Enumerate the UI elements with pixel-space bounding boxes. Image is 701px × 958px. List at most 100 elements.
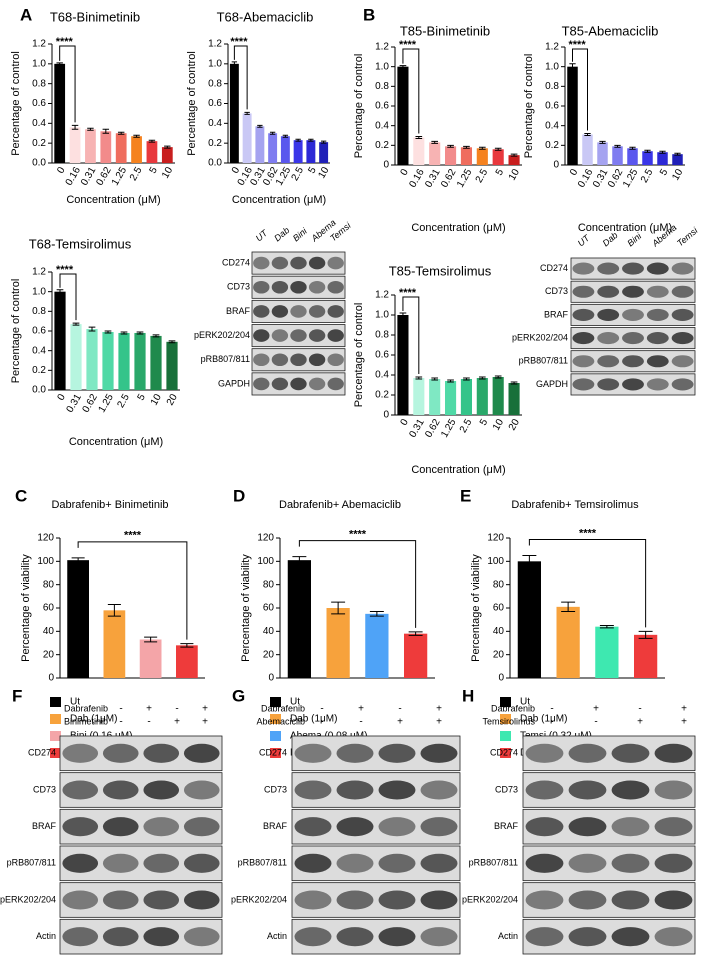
x-axis-label: Concentration (μM): [66, 194, 160, 206]
error-bar: [102, 128, 110, 134]
blot-row-label: BRAF: [226, 306, 251, 316]
bar: [597, 142, 608, 165]
significance-label: ****: [349, 529, 367, 541]
x-tick-label: 10: [670, 167, 685, 183]
legend-label: Ut: [520, 697, 530, 708]
blot-band: [308, 256, 326, 270]
error-bar: [415, 376, 423, 380]
chart-title: T68-Binimetinib: [50, 9, 140, 24]
blot-band: [336, 780, 374, 800]
blot-band: [253, 353, 270, 367]
x-tick-label: 5: [478, 417, 491, 428]
error-bar: [415, 135, 423, 139]
blot-row-label: Actin: [498, 931, 518, 941]
y-tick-label: 0: [383, 410, 389, 421]
error-bar: [104, 330, 112, 334]
error-bar: [463, 145, 470, 149]
y-tick-label: 0.8: [375, 330, 389, 341]
y-tick-label: 0: [498, 673, 504, 684]
blot-band: [622, 378, 644, 391]
blot-band: [611, 817, 650, 837]
y-tick-label: 0.6: [32, 98, 46, 109]
x-tick-label: 0.62: [606, 167, 625, 190]
blot-band: [525, 927, 564, 947]
error-bar: [674, 152, 681, 156]
blot-band: [102, 853, 139, 873]
treatment-label: Dabrafenib: [261, 703, 305, 713]
bar: [242, 113, 252, 163]
significance-label: ****: [399, 39, 417, 51]
blot-band: [611, 780, 650, 800]
treatment-sign: -: [594, 717, 597, 728]
y-tick-label: 40: [263, 626, 275, 637]
blot-band: [622, 262, 644, 275]
y-axis-label: Percentage of control: [523, 54, 535, 159]
error-bar: [510, 381, 518, 385]
blot-band: [62, 890, 99, 910]
y-tick-label: 1.0: [545, 61, 559, 72]
y-axis-label: Percentage of viability: [20, 554, 32, 662]
treatment-sign: +: [358, 704, 364, 715]
blot-band: [143, 890, 180, 910]
blot-band: [143, 780, 180, 800]
error-bar: [120, 331, 128, 335]
blot-band: [183, 780, 220, 800]
bar: [319, 142, 329, 163]
error-bar: [87, 127, 94, 131]
x-tick-label: 2.5: [115, 392, 132, 410]
bar: [612, 146, 623, 165]
chart-title: Dabrafenib+ Temsirolimus: [511, 499, 639, 511]
blot-row-label: CD274: [259, 748, 287, 758]
blot-row-label: Actin: [36, 931, 56, 941]
blot-band: [62, 853, 99, 873]
blot-band: [336, 743, 374, 763]
blot-band: [378, 817, 416, 837]
x-tick-label: 1.25: [110, 165, 129, 188]
y-axis-label: Percentage of control: [10, 51, 22, 156]
blot-row-label: CD274: [490, 748, 518, 758]
x-tick-label: 5: [136, 392, 149, 403]
blot-band: [420, 853, 458, 873]
treatment-label: Dabrafenib: [491, 703, 535, 713]
blot-band: [143, 927, 180, 947]
error-bar: [431, 377, 439, 381]
x-tick-label: 1.25: [439, 417, 458, 440]
y-tick-label: 120: [37, 533, 54, 544]
error-bar: [269, 131, 276, 135]
y-tick-label: 0.2: [375, 390, 389, 401]
blot-band: [654, 927, 693, 947]
blot-band: [597, 378, 620, 391]
y-tick-label: 1.2: [375, 290, 389, 301]
bar: [413, 378, 425, 415]
blot-row-label: pRB807/811: [469, 858, 518, 868]
y-tick-label: 0.6: [32, 326, 46, 337]
bar: [657, 152, 668, 165]
lane-label: UT: [254, 227, 271, 243]
lane-label: Dab: [272, 225, 291, 243]
blot-band: [294, 780, 332, 800]
x-tick-label: 0: [399, 417, 412, 428]
error-bar: [144, 636, 158, 643]
blot-row-label: pERK202/204: [512, 332, 568, 342]
blot-band: [102, 927, 139, 947]
y-tick-label: 1.0: [32, 58, 46, 69]
blot-band: [294, 853, 332, 873]
blot-band: [378, 927, 416, 947]
x-tick-label: 5: [658, 167, 671, 178]
bar: [67, 560, 89, 678]
x-tick-label: 0: [230, 165, 243, 176]
bar: [54, 63, 66, 164]
y-tick-label: 1.0: [208, 58, 222, 69]
error-bar: [599, 140, 606, 144]
panel-letter: B: [363, 5, 375, 24]
bar: [429, 379, 441, 415]
blot-band: [654, 743, 693, 763]
blot-band: [525, 743, 564, 763]
blot-row-label: pERK202/204: [231, 894, 287, 904]
blot-row-label: BRAF: [263, 821, 288, 831]
x-tick-label: 2.5: [458, 417, 475, 435]
blot-band: [327, 305, 344, 318]
lane-label: UT: [576, 232, 593, 248]
error-bar: [463, 377, 470, 381]
